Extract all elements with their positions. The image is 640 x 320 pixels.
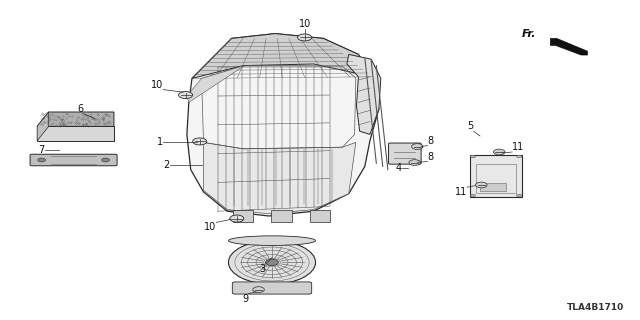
Text: 2: 2 xyxy=(163,160,170,170)
Circle shape xyxy=(230,215,244,222)
Circle shape xyxy=(38,158,45,162)
Polygon shape xyxy=(347,54,381,134)
Circle shape xyxy=(470,194,476,197)
Circle shape xyxy=(516,194,522,197)
Polygon shape xyxy=(204,142,356,214)
FancyBboxPatch shape xyxy=(232,282,312,294)
Polygon shape xyxy=(37,126,114,141)
Text: 8: 8 xyxy=(428,136,434,146)
Circle shape xyxy=(412,144,423,149)
Circle shape xyxy=(266,259,278,266)
Polygon shape xyxy=(37,112,114,126)
FancyBboxPatch shape xyxy=(310,210,330,222)
Circle shape xyxy=(298,34,312,41)
Circle shape xyxy=(516,155,522,158)
Text: 11: 11 xyxy=(512,142,524,152)
Text: 3: 3 xyxy=(259,264,266,274)
Polygon shape xyxy=(550,38,588,55)
Text: 4: 4 xyxy=(396,163,402,173)
Ellipse shape xyxy=(228,236,316,245)
Text: 10: 10 xyxy=(204,222,216,232)
Circle shape xyxy=(193,138,207,145)
Circle shape xyxy=(253,287,264,292)
Text: 5: 5 xyxy=(467,121,474,131)
FancyBboxPatch shape xyxy=(480,183,506,191)
Text: 10: 10 xyxy=(298,19,311,29)
FancyBboxPatch shape xyxy=(470,155,522,197)
Text: 11: 11 xyxy=(455,187,467,197)
FancyBboxPatch shape xyxy=(271,210,292,222)
Polygon shape xyxy=(187,66,244,102)
Text: 7: 7 xyxy=(38,145,45,156)
Text: 10: 10 xyxy=(151,80,163,90)
Text: 6: 6 xyxy=(77,104,83,114)
Text: 9: 9 xyxy=(242,294,248,304)
Text: 1: 1 xyxy=(157,137,163,148)
FancyBboxPatch shape xyxy=(30,154,117,166)
Polygon shape xyxy=(187,34,379,216)
FancyBboxPatch shape xyxy=(233,210,253,222)
FancyBboxPatch shape xyxy=(388,143,421,164)
Text: 8: 8 xyxy=(428,152,434,162)
Circle shape xyxy=(493,149,505,155)
Polygon shape xyxy=(37,112,49,141)
Circle shape xyxy=(179,92,193,99)
Circle shape xyxy=(102,158,109,162)
Text: TLA4B1710: TLA4B1710 xyxy=(567,303,624,312)
Polygon shape xyxy=(192,34,372,78)
Circle shape xyxy=(409,160,420,165)
Circle shape xyxy=(476,182,487,188)
Circle shape xyxy=(470,155,476,158)
Text: Fr.: Fr. xyxy=(522,29,536,39)
Circle shape xyxy=(228,241,316,284)
